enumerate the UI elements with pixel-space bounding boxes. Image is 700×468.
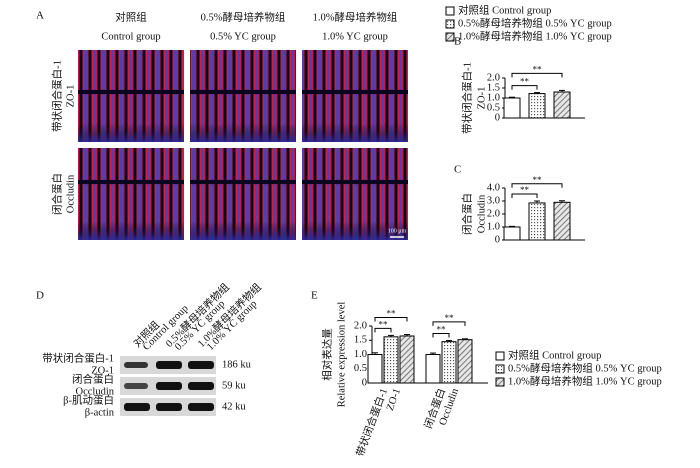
bar: [503, 226, 521, 241]
y-tick-label: 0: [495, 234, 500, 245]
y-axis-title: 闭合蛋白: [460, 193, 473, 235]
legend-swatch: [445, 19, 455, 29]
y-axis-title: Occludin: [476, 194, 487, 233]
blot-size: 42 ku: [222, 401, 246, 412]
bar: [425, 354, 441, 384]
blot-label: Occludin: [76, 386, 115, 397]
bar: [503, 97, 521, 119]
legend-entry: 1.0%酵母培养物组 1.0% YC group: [508, 374, 662, 387]
legend-entry: 对照组 Control group: [458, 3, 551, 16]
significance-bracket: [511, 183, 563, 188]
bar: [399, 335, 415, 384]
panel-label: A: [36, 10, 44, 22]
legend-swatch: [445, 6, 455, 16]
y-tick-label: 1.0: [487, 92, 500, 103]
row-title: Occludin: [65, 174, 76, 213]
significance-label: **: [533, 175, 543, 185]
column-title: 1.0% YC group: [322, 31, 388, 42]
bar: [457, 339, 473, 384]
y-axis-title: ZO-1: [476, 87, 487, 110]
legend-swatch: [495, 351, 505, 361]
significance-label: **: [533, 64, 543, 74]
blot-size: 186 ku: [222, 359, 252, 370]
y-tick-label: 0.5: [487, 102, 500, 113]
y-tick-label: 0: [362, 377, 367, 388]
bar: [383, 336, 399, 384]
row-title: ZO-1: [65, 85, 76, 108]
legend-swatch: [445, 32, 455, 42]
y-tick-label: 2.0: [487, 208, 500, 219]
column-title: 0.5%酵母培养物组: [201, 10, 286, 23]
significance-label: **: [387, 309, 397, 319]
significance-bracket: [511, 85, 538, 90]
y-axis-title: Relative expression level: [336, 302, 347, 408]
significance-bracket: [511, 193, 538, 198]
bar: [528, 202, 546, 241]
micrographs: [78, 50, 408, 240]
column-title: 1.0%酵母培养物组: [313, 10, 398, 23]
bar: [367, 354, 383, 384]
significance-bracket: [511, 72, 563, 78]
legend-entry: 1.0%酵母培养物组 1.0% YC group: [458, 29, 612, 42]
y-tick-label: 1.0: [354, 349, 367, 360]
legend-swatch: [495, 377, 505, 387]
legend-entry: 对照组 Control group: [508, 348, 601, 361]
bar: [553, 91, 571, 119]
significance-label: **: [520, 77, 530, 87]
y-axis-title: 相对表达量: [320, 328, 333, 381]
blot-size: 59 ku: [222, 380, 246, 391]
blot-label: ZO-1: [91, 365, 114, 376]
x-tick-label: 带状闭合蛋白-1: [353, 386, 390, 458]
y-tick-label: 2.0: [487, 72, 500, 83]
legend-swatch: [495, 364, 505, 374]
legend-entry: 0.5%酵母培养物组 0.5% YC group: [508, 361, 662, 374]
blot-label: β-actin: [85, 407, 115, 418]
legend-entry: 0.5%酵母培养物组 0.5% YC group: [458, 16, 612, 29]
significance-label: **: [520, 185, 530, 195]
column-title: Control group: [101, 31, 160, 42]
y-tick-label: 4.0: [487, 182, 500, 193]
blot-label: 带状闭合蛋白-1: [42, 351, 114, 364]
western-blot: [120, 356, 216, 416]
y-tick-label: 0: [495, 112, 500, 123]
panel-label: C: [454, 164, 461, 176]
significance-label: **: [379, 319, 389, 329]
y-tick-label: 1.0: [487, 221, 500, 232]
column-title: 对照组: [115, 10, 147, 23]
y-tick-label: 2.0: [354, 320, 367, 331]
panel-label: B: [454, 36, 461, 48]
significance-bracket: [432, 321, 466, 326]
column-title: 0.5% YC group: [210, 31, 276, 42]
y-axis-title: 带状闭合蛋白-1: [460, 62, 473, 134]
row-title: 闭合蛋白: [50, 173, 63, 215]
significance-bracket: [374, 327, 392, 333]
blot-label: 闭合蛋白: [72, 372, 114, 385]
y-tick-label: 3.0: [487, 195, 500, 206]
blot-label: β-肌动蛋白: [63, 393, 114, 406]
row-title: 带状闭合蛋白-1: [50, 60, 63, 132]
panel-label: E: [311, 290, 318, 302]
bar: [553, 201, 571, 241]
significance-label: **: [437, 325, 447, 335]
y-tick-label: 1.5: [487, 82, 500, 93]
significance-label: **: [445, 313, 455, 323]
significance-bracket: [432, 333, 450, 338]
panel-label: D: [36, 290, 44, 302]
bar: [441, 341, 457, 384]
y-tick-label: 1.5: [354, 335, 367, 346]
y-tick-label: 0.5: [354, 363, 367, 374]
bar: [528, 93, 546, 119]
scale-bar-label: 100 μm: [388, 228, 407, 234]
significance-bracket: [374, 317, 408, 322]
